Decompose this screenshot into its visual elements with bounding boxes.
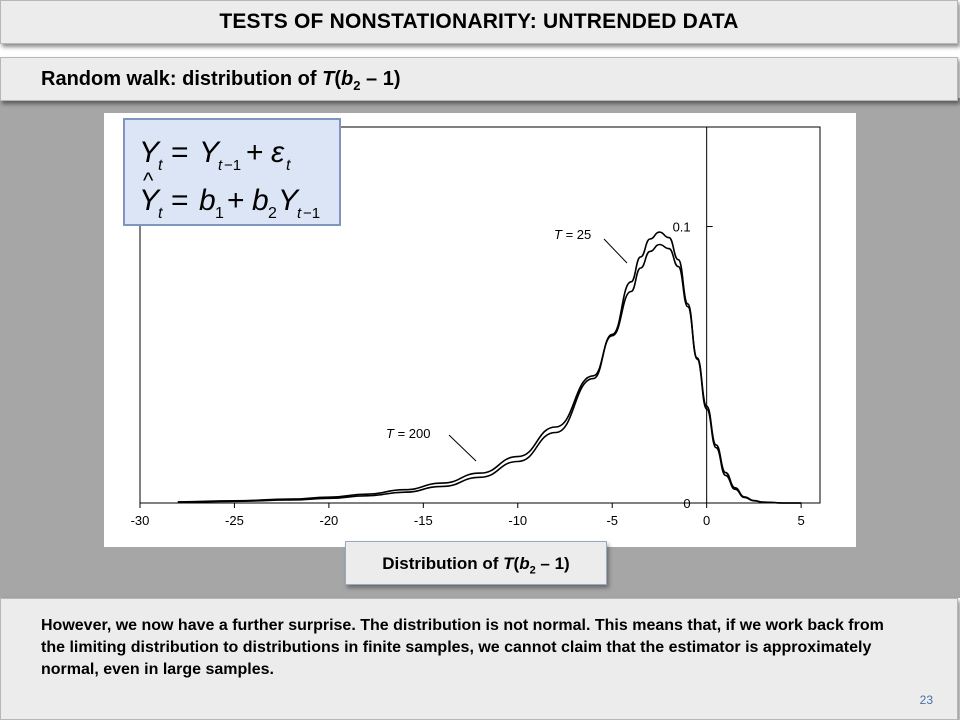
svg-text:=: = bbox=[171, 136, 189, 169]
svg-text:t: t bbox=[286, 157, 291, 174]
x-tick-label: -5 bbox=[606, 513, 618, 528]
svg-text:Y: Y bbox=[278, 184, 300, 217]
svg-text:t: t bbox=[297, 205, 302, 222]
x-tick-label: -20 bbox=[319, 513, 338, 528]
slide-title: TESTS OF NONSTATIONARITY: UNTRENDED DATA bbox=[219, 10, 739, 33]
x-tick-label: -30 bbox=[131, 513, 150, 528]
distribution-chart: 0 0.1 -30 -25 -20 -15 -10 -5 0 5 T = 25 T = 200 bbox=[131, 126, 821, 528]
dist-T: T bbox=[503, 554, 514, 573]
svg-text:ε: ε bbox=[271, 136, 285, 169]
annotation-t200: T = 200 bbox=[386, 426, 430, 441]
annotation-t25: T = 25 bbox=[554, 227, 591, 242]
body-bar: However, we now have a further surprise.… bbox=[0, 598, 958, 720]
body-text: However, we now have a further surprise.… bbox=[41, 617, 884, 678]
svg-text:t: t bbox=[158, 205, 163, 222]
svg-text:t: t bbox=[218, 157, 223, 174]
annotation-t200-leader bbox=[448, 434, 477, 462]
subtitle-open: ( bbox=[334, 68, 341, 90]
x-tick-label: -15 bbox=[414, 513, 433, 528]
distribution-label: Distribution of T(b2 – 1) bbox=[345, 541, 607, 585]
svg-text:−1: −1 bbox=[224, 157, 241, 174]
equations-svg: Y t = Y t −1 + ε t Y ^ t = b 1 + b 2 Y t… bbox=[139, 136, 320, 222]
x-tick-label: -10 bbox=[508, 513, 527, 528]
plot-frame bbox=[139, 126, 821, 504]
slide-subtitle: Random walk: distribution of T(b2 – 1) bbox=[41, 68, 400, 93]
subtitle-b: b bbox=[341, 68, 354, 90]
subtitle-prefix: Random walk: distribution of bbox=[41, 68, 323, 90]
y-tick-label: 0.1 bbox=[673, 220, 691, 235]
svg-text:^: ^ bbox=[143, 168, 154, 193]
series-line-t25 bbox=[177, 231, 802, 504]
page-number: 23 bbox=[919, 693, 933, 707]
y-tick-label: 0 bbox=[683, 496, 690, 511]
svg-text:Y: Y bbox=[139, 136, 161, 169]
svg-text:Y: Y bbox=[199, 136, 221, 169]
dist-rest: – 1) bbox=[535, 554, 570, 573]
svg-text:+: + bbox=[246, 136, 264, 169]
x-tick-label: 0 bbox=[703, 513, 710, 528]
dist-prefix: Distribution of bbox=[382, 554, 504, 573]
svg-text:+: + bbox=[227, 184, 245, 217]
svg-text:b: b bbox=[252, 184, 269, 217]
svg-text:−1: −1 bbox=[303, 205, 320, 222]
dist-open: ( bbox=[513, 554, 520, 573]
series-line-t200 bbox=[177, 243, 802, 504]
annotation-t25-leader bbox=[603, 238, 628, 264]
svg-text:1: 1 bbox=[215, 205, 224, 222]
equation-box: Y t = Y t −1 + ε t Y ^ t = b 1 + b 2 Y t… bbox=[123, 118, 341, 226]
dist-b: b bbox=[519, 554, 530, 573]
dist-sub: 2 bbox=[529, 564, 536, 577]
subtitle-T: T bbox=[322, 68, 335, 90]
x-tick-label: -25 bbox=[225, 513, 244, 528]
svg-text:t: t bbox=[158, 157, 163, 174]
svg-text:=: = bbox=[171, 184, 189, 217]
svg-text:2: 2 bbox=[268, 205, 277, 222]
x-tick-label: 5 bbox=[797, 513, 804, 528]
subtitle-sub: 2 bbox=[353, 78, 361, 93]
svg-text:Y: Y bbox=[139, 184, 161, 217]
subtitle-bar: Random walk: distribution of T(b2 – 1) bbox=[0, 57, 958, 101]
title-bar: TESTS OF NONSTATIONARITY: UNTRENDED DATA bbox=[0, 0, 958, 44]
svg-text:b: b bbox=[199, 184, 216, 217]
subtitle-rest: – 1) bbox=[360, 68, 401, 90]
